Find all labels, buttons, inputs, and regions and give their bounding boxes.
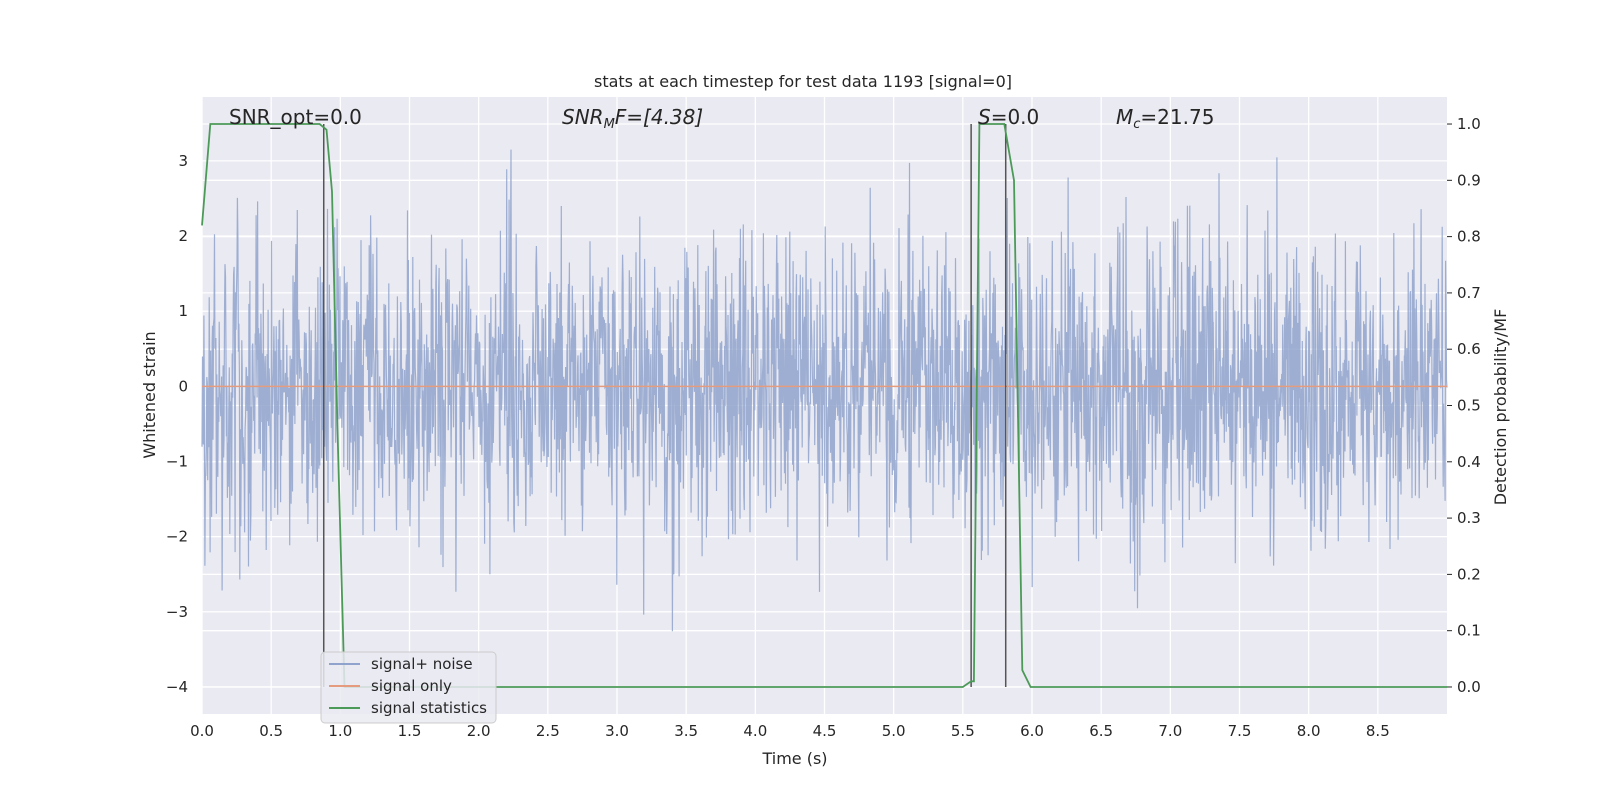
x-tick-label: 6.5	[1089, 722, 1113, 740]
x-tick-label: 8.5	[1366, 722, 1390, 740]
annotation-mc-rest: =21.75	[1140, 105, 1214, 129]
annotation-snr-mf-main: SNR	[562, 105, 604, 129]
y-right-tick-label: 0.1	[1457, 622, 1481, 640]
x-tick-label: 2.0	[467, 722, 491, 740]
annotation-mc-main: M	[1116, 105, 1133, 129]
y-right-tick-label: 0.3	[1457, 509, 1481, 527]
x-tick-label: 5.5	[951, 722, 975, 740]
y-tick-label: −1	[166, 452, 188, 470]
y-right-tick-label: 0.2	[1457, 565, 1481, 583]
legend-entry-signal-only: signal only	[371, 677, 452, 695]
x-tick-label: 0.5	[259, 722, 283, 740]
annotation-mc: Mc=21.75	[1116, 105, 1214, 132]
chart-title: stats at each timestep for test data 119…	[594, 72, 1012, 91]
x-tick-label: 4.5	[813, 722, 837, 740]
annotation-mc-sub: c	[1133, 117, 1140, 132]
x-tick-label: 1.5	[398, 722, 422, 740]
y-tick-label: −2	[166, 528, 188, 546]
x-tick-label: 3.0	[605, 722, 629, 740]
vertical-markers	[322, 124, 1007, 687]
y-tick-label: 0	[178, 377, 188, 395]
y-axis-label: Whitened strain	[140, 331, 159, 458]
annotation-snr-mf-sub: M	[604, 117, 615, 132]
signal-noise-line	[201, 149, 1448, 632]
x-tick-label: 7.5	[1228, 722, 1252, 740]
y-right-tick-label: 0.0	[1457, 678, 1481, 696]
annotation-s-rest: =0.0	[991, 105, 1040, 129]
x-tick-label: 7.0	[1158, 722, 1182, 740]
signal-statistics-line	[201, 123, 1447, 688]
annotation-s: S=0.0	[978, 105, 1039, 129]
x-axis-label: Time (s)	[761, 749, 827, 768]
x-tick-label: 1.0	[328, 722, 352, 740]
annotation-snr-mf: SNRMF=[4.38]	[562, 105, 703, 132]
y-right-axis-ticks: 0.0 0.1 0.2 0.3 0.4 0.5 0.6 0.7 0.8 0.9 1.0	[1447, 115, 1481, 696]
y-right-tick-label: 1.0	[1457, 115, 1481, 133]
x-tick-label: 0.0	[190, 722, 214, 740]
legend: signal+ noise signal only signal statist…	[320, 651, 497, 724]
y-tick-label: 3	[178, 152, 188, 170]
y-tick-label: −4	[166, 678, 188, 696]
y-tick-label: 2	[178, 227, 188, 245]
y-right-tick-label: 0.4	[1457, 453, 1481, 471]
x-tick-label: 6.0	[1020, 722, 1044, 740]
annotation-snr-mf-rest: F=[4.38]	[615, 105, 703, 129]
x-tick-label: 8.0	[1297, 722, 1321, 740]
y-right-axis-label: Detection probability/MF	[1491, 309, 1510, 506]
annotation-s-main: S	[978, 105, 991, 129]
y-tick-label: −3	[166, 603, 188, 621]
x-tick-label: 5.0	[882, 722, 906, 740]
annotation-snr-opt: SNR_opt=0.0	[229, 105, 362, 129]
legend-box	[320, 651, 497, 724]
legend-entry-signal-statistics: signal statistics	[371, 699, 487, 717]
signal-noise-series	[201, 149, 1448, 632]
x-tick-label: 4.0	[743, 722, 767, 740]
y-tick-label: 1	[178, 302, 188, 320]
legend-entry-signal-noise: signal+ noise	[371, 655, 473, 673]
x-tick-label: 3.5	[674, 722, 698, 740]
signal-statistics-series	[201, 123, 1447, 688]
x-tick-label: 2.5	[536, 722, 560, 740]
y-right-tick-label: 0.9	[1457, 171, 1481, 189]
y-right-tick-label: 0.5	[1457, 397, 1481, 415]
x-axis-ticks: 0.0 0.5 1.0 1.5 2.0 2.5 3.0 3.5 4.0 4.5 5.0 5.5 6.0 6…	[190, 722, 1390, 740]
y-right-tick-label: 0.8	[1457, 228, 1481, 246]
y-right-tick-label: 0.7	[1457, 284, 1481, 302]
y-axis-ticks: 3 2 1 0 −1 −2 −3 −4	[166, 152, 188, 696]
y-right-tick-label: 0.6	[1457, 340, 1481, 358]
